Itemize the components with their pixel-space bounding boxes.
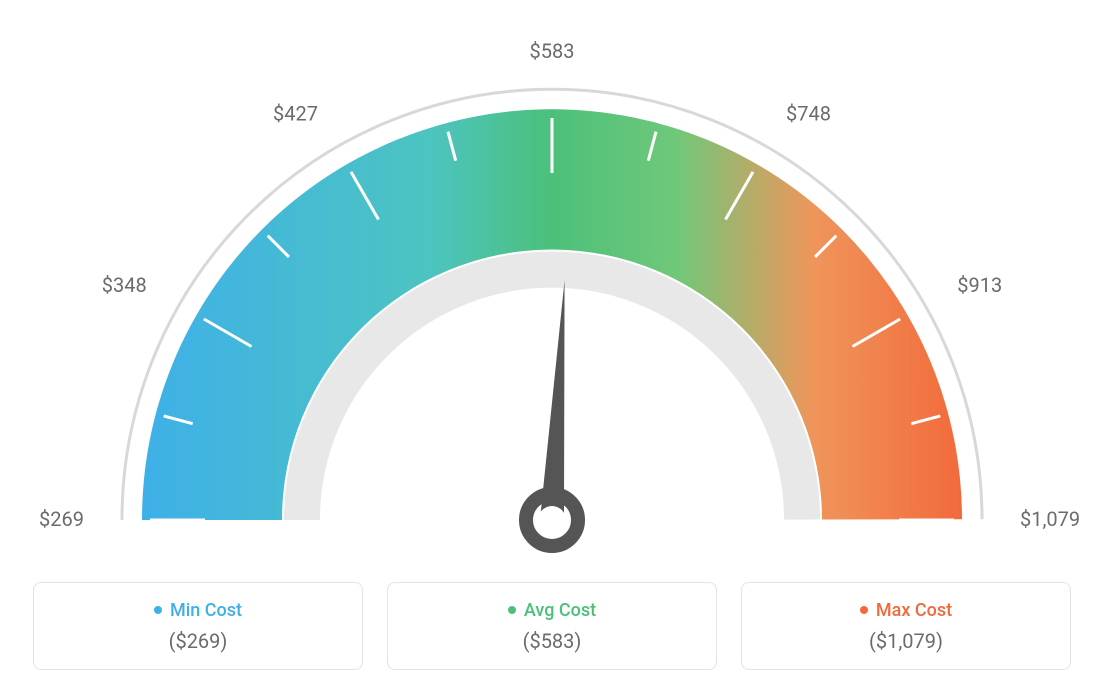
svg-text:$583: $583 [530, 39, 575, 63]
svg-text:$1,079: $1,079 [1020, 507, 1080, 531]
legend-card-max: Max Cost ($1,079) [741, 582, 1071, 670]
legend-dot-max [860, 606, 868, 614]
cost-gauge: $269 $348 $427 $583 $748 $913 $1,079 [22, 20, 1082, 580]
gauge-svg: $269 $348 $427 $583 $748 $913 $1,079 [22, 20, 1082, 580]
legend-card-avg: Avg Cost ($583) [387, 582, 717, 670]
legend-value-avg: ($583) [523, 629, 582, 653]
legend-card-min: Min Cost ($269) [33, 582, 363, 670]
legend-value-min: ($269) [169, 629, 228, 653]
legend-value-max: ($1,079) [869, 629, 943, 653]
svg-text:$913: $913 [957, 273, 1002, 297]
svg-text:$427: $427 [273, 102, 318, 126]
legend-label-avg: Avg Cost [524, 600, 596, 621]
legend-label-min: Min Cost [170, 600, 242, 621]
svg-text:$348: $348 [102, 273, 147, 297]
svg-text:$269: $269 [39, 507, 84, 531]
legend-label-max: Max Cost [876, 600, 952, 621]
legend-dot-avg [508, 606, 516, 614]
svg-text:$748: $748 [786, 102, 831, 126]
legend-row: Min Cost ($269) Avg Cost ($583) Max Cost… [33, 582, 1071, 670]
legend-dot-min [154, 606, 162, 614]
